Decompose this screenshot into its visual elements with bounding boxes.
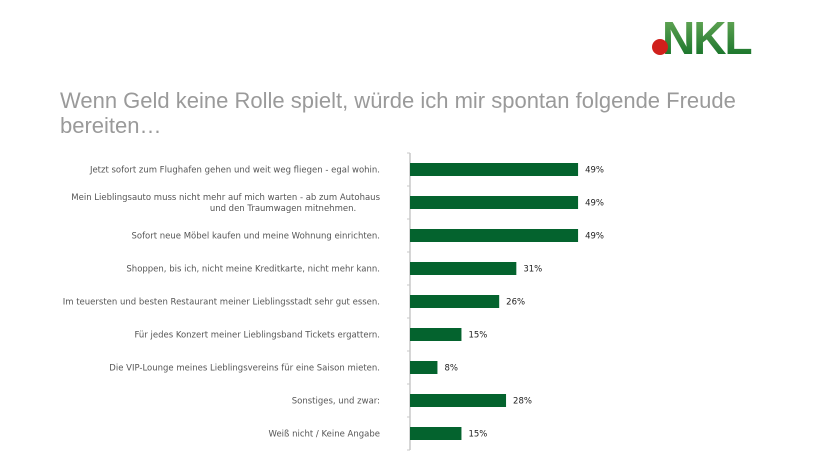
category-label: und den Traumwagen mitnehmen.: [210, 204, 356, 214]
data-label: 28%: [513, 397, 532, 407]
nkl-logo: NKL: [652, 12, 753, 60]
category-label: Sofort neue Möbel kaufen und meine Wohnu…: [131, 232, 380, 242]
data-label: 26%: [506, 298, 525, 308]
bar: [410, 394, 507, 407]
data-label: 31%: [523, 265, 542, 275]
svg-text:NKL: NKL: [662, 12, 751, 60]
bar: [410, 427, 462, 440]
category-label: Sonstiges, und zwar:: [292, 397, 380, 407]
category-label: Die VIP-Lounge meines Lieblingsvereins f…: [109, 364, 380, 374]
category-label: Im teuersten und besten Restaurant meine…: [63, 298, 380, 308]
bar: [410, 163, 579, 176]
bar: [410, 361, 438, 374]
chart-title: Wenn Geld keine Rolle spielt, würde ich …: [60, 88, 736, 138]
data-label: 15%: [468, 331, 487, 341]
bar: [410, 295, 500, 308]
bar: [410, 328, 462, 341]
category-label: Shoppen, bis ich, nicht meine Kreditkart…: [126, 265, 380, 275]
bar: [410, 262, 517, 275]
bar: [410, 229, 579, 242]
bar: [410, 196, 579, 209]
data-label: 15%: [468, 430, 487, 440]
category-label: Jetzt sofort zum Flughafen gehen und wei…: [89, 166, 380, 176]
data-label: 49%: [585, 166, 604, 176]
category-label: Weiß nicht / Keine Angabe: [269, 430, 380, 440]
category-label: Mein Lieblingsauto muss nicht mehr auf m…: [71, 193, 380, 203]
data-label: 49%: [585, 199, 604, 209]
data-label: 8%: [444, 364, 458, 374]
category-label: Für jedes Konzert meiner Lieblingsband T…: [134, 331, 380, 341]
data-label: 49%: [585, 232, 604, 242]
